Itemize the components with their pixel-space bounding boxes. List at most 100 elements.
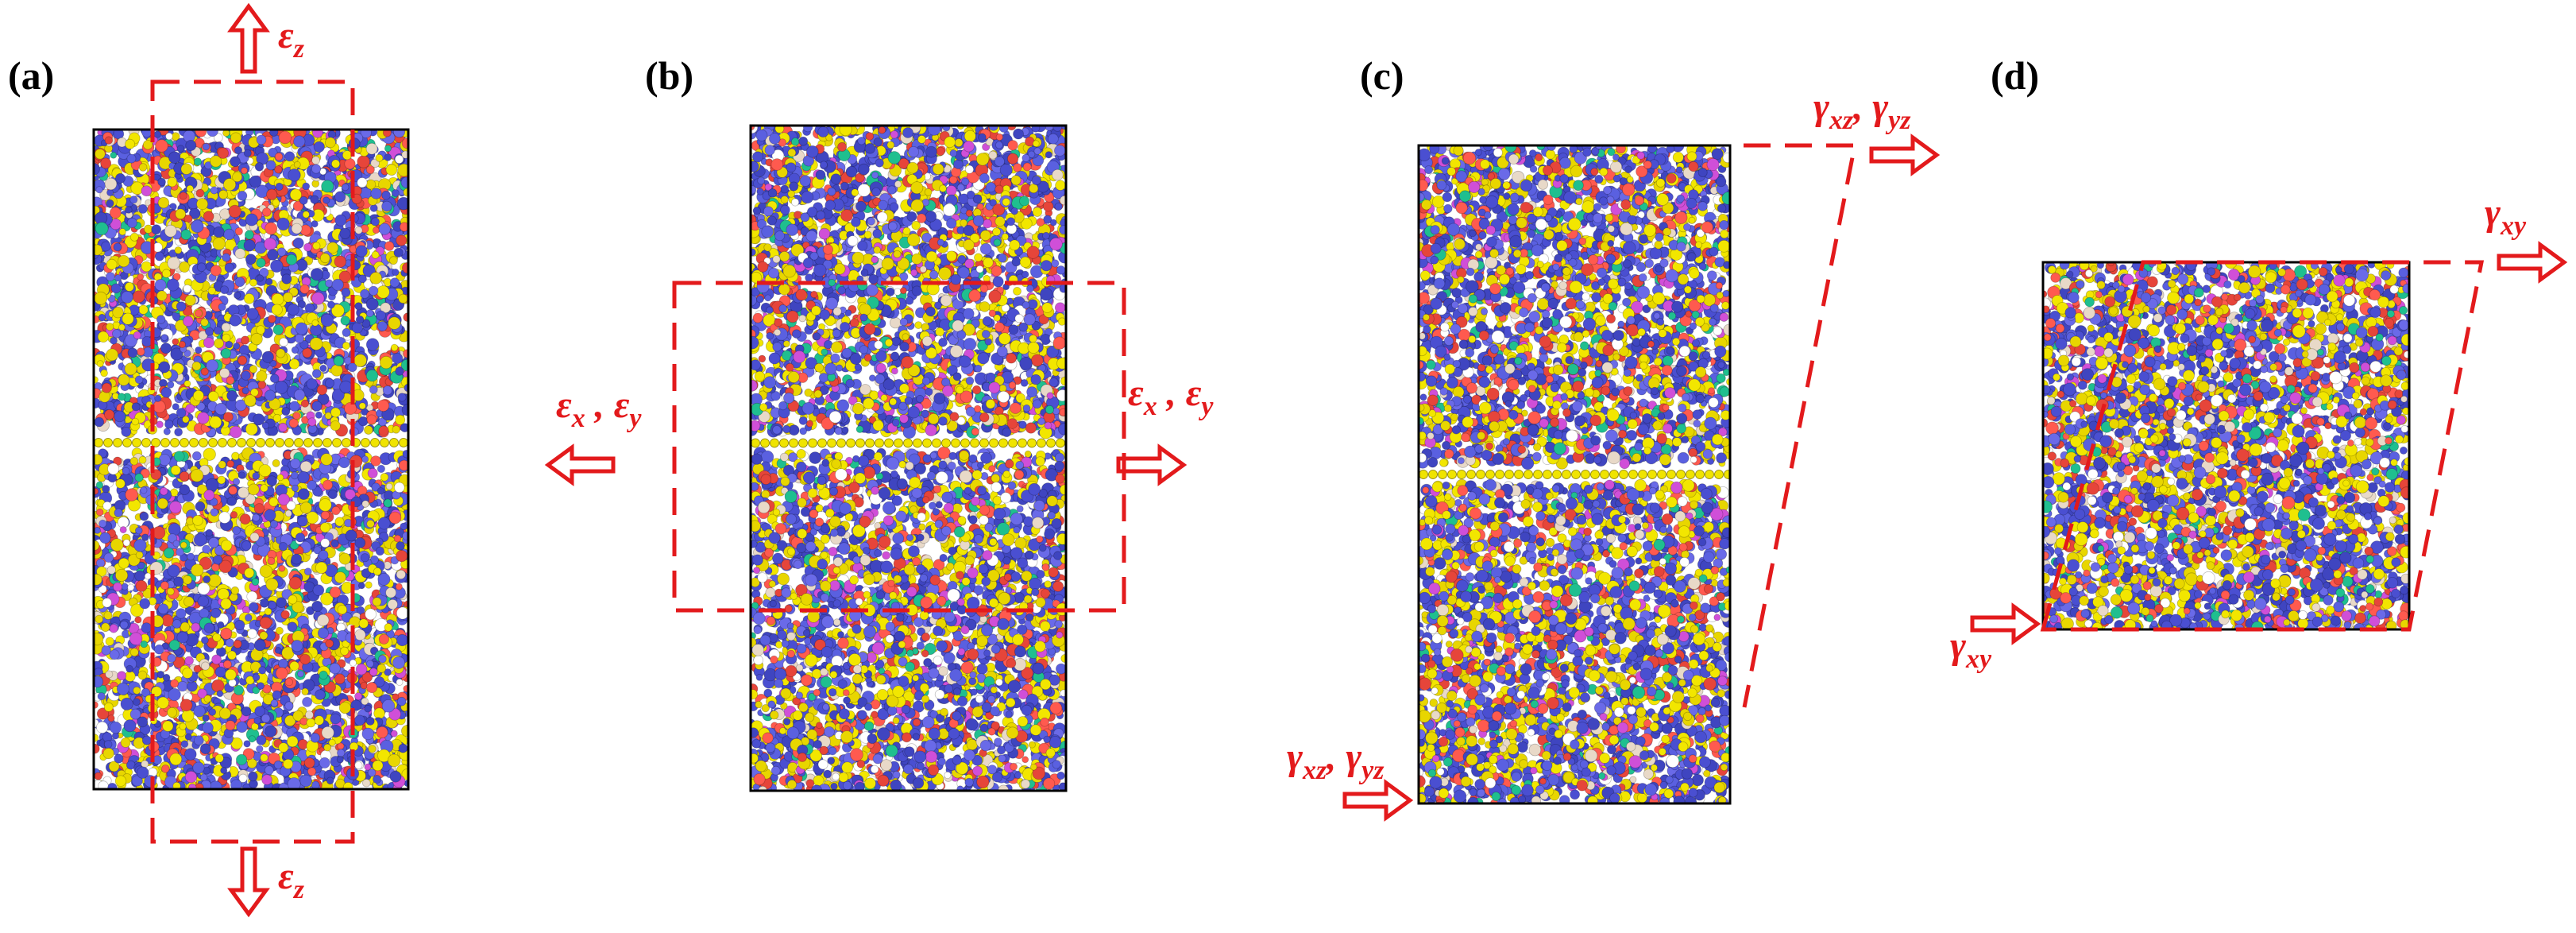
particle <box>290 471 299 480</box>
particle <box>191 451 202 461</box>
particle <box>393 247 404 257</box>
particle <box>107 473 118 483</box>
particle <box>354 629 366 641</box>
particle <box>202 714 210 722</box>
particle <box>193 705 206 718</box>
particle <box>392 268 400 277</box>
particle <box>357 155 370 168</box>
particle <box>109 624 118 633</box>
particle <box>247 629 258 639</box>
particle <box>311 780 320 789</box>
particle <box>378 425 389 436</box>
particle <box>108 761 120 772</box>
particle <box>365 581 373 589</box>
particle <box>377 464 385 474</box>
particle <box>268 497 279 507</box>
particle <box>354 692 363 701</box>
particle <box>315 411 322 419</box>
particle <box>396 696 407 707</box>
particle <box>377 517 391 530</box>
particle <box>396 678 404 686</box>
particle <box>153 130 162 138</box>
particle <box>124 671 136 682</box>
particle <box>121 583 129 590</box>
particle <box>330 364 343 377</box>
particle <box>98 390 111 403</box>
particle <box>369 668 378 676</box>
particle <box>199 608 210 619</box>
particle <box>168 687 181 702</box>
particle <box>114 753 124 764</box>
particle <box>203 447 216 461</box>
particle <box>129 648 139 657</box>
particle <box>230 132 242 144</box>
particle <box>180 541 187 549</box>
particle <box>232 478 241 486</box>
particle <box>222 660 232 669</box>
particle <box>377 399 390 412</box>
particle <box>176 680 188 692</box>
particle <box>274 381 288 394</box>
particle <box>395 583 403 590</box>
particle <box>218 189 229 199</box>
particle <box>157 177 166 187</box>
particle <box>360 553 370 563</box>
particle <box>234 291 241 300</box>
particle <box>172 403 180 411</box>
particle <box>357 486 368 496</box>
particle <box>234 226 243 236</box>
particle <box>257 380 267 389</box>
particle <box>260 753 268 762</box>
particle <box>361 778 371 788</box>
particle <box>327 489 338 500</box>
particle <box>392 189 400 197</box>
particle <box>361 455 369 463</box>
particle <box>384 153 392 161</box>
particle <box>318 550 329 560</box>
particle <box>138 304 149 315</box>
particle <box>279 337 288 347</box>
particle <box>252 673 261 682</box>
particle <box>378 654 387 664</box>
particle <box>229 425 242 439</box>
particle <box>324 137 336 149</box>
particle <box>121 427 132 437</box>
particle <box>195 501 206 512</box>
particle <box>110 151 118 159</box>
particle <box>157 603 169 615</box>
particle <box>256 734 267 745</box>
particle <box>302 182 311 191</box>
particle <box>281 273 292 285</box>
particle <box>366 414 377 425</box>
particle <box>390 730 398 737</box>
particle <box>240 167 248 175</box>
particle <box>342 183 350 192</box>
particle <box>195 188 205 198</box>
panel-a: (a) εz εz <box>8 2 410 918</box>
particle <box>358 618 369 629</box>
particle <box>293 389 306 401</box>
particle <box>164 420 174 429</box>
particle <box>118 557 129 569</box>
particle <box>313 141 325 153</box>
particle <box>137 273 145 281</box>
particle <box>253 413 265 426</box>
particle <box>213 226 225 238</box>
particle <box>284 509 292 517</box>
particle <box>342 341 350 350</box>
particle <box>357 582 365 590</box>
particle <box>183 284 192 293</box>
particle <box>114 274 122 282</box>
particle <box>135 551 144 559</box>
particle <box>249 175 262 188</box>
particle <box>212 633 222 642</box>
particle <box>354 302 363 311</box>
particle <box>141 622 153 633</box>
particle <box>274 152 284 161</box>
particle <box>254 162 265 172</box>
particle <box>295 532 306 543</box>
particle <box>193 735 204 745</box>
particle <box>136 347 145 356</box>
particle <box>243 740 251 748</box>
particle <box>172 338 180 346</box>
